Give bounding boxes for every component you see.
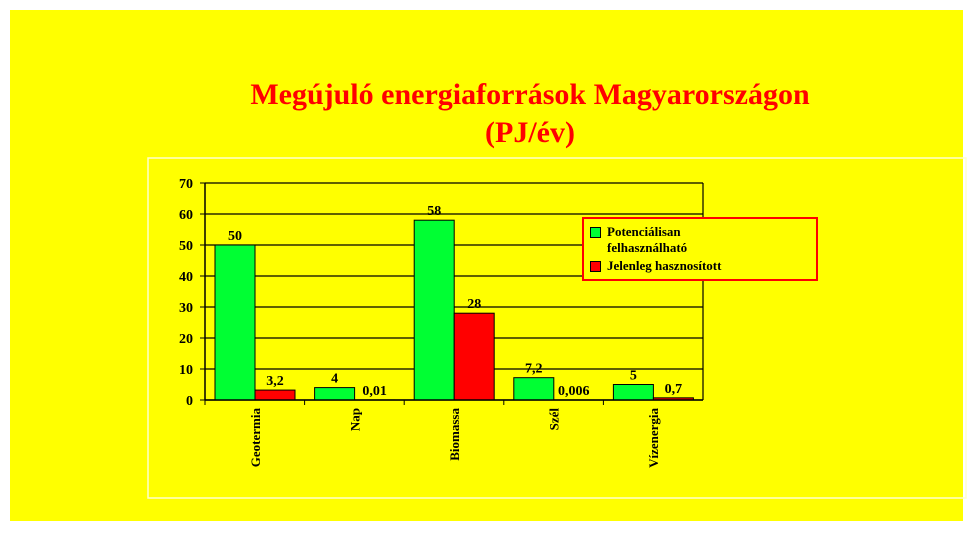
bar	[215, 245, 255, 400]
legend-label: Potenciálisan felhasználható	[607, 224, 757, 256]
legend-item: Potenciálisan felhasználható	[588, 224, 812, 256]
chart-subtitle: (PJ/év)	[485, 116, 575, 149]
bar	[454, 313, 494, 400]
data-label: 58	[427, 204, 441, 219]
bar	[613, 385, 653, 401]
x-tick-label: Nap	[347, 408, 362, 431]
y-tick-label: 0	[186, 394, 193, 409]
legend-label: Jelenleg hasznosított	[607, 258, 721, 274]
bar	[255, 390, 295, 400]
y-tick-label: 50	[179, 239, 193, 254]
data-label: 7,2	[525, 362, 543, 377]
y-tick-label: 60	[179, 208, 193, 223]
x-tick-label: Szél	[547, 408, 562, 431]
y-tick-label: 30	[179, 301, 193, 316]
bar	[315, 388, 355, 400]
data-label: 3,2	[266, 374, 284, 389]
legend-swatch	[590, 261, 601, 272]
bar	[414, 220, 454, 400]
bar	[514, 378, 554, 400]
x-tick-label: Geotermia	[248, 408, 263, 468]
y-tick-label: 20	[179, 332, 193, 347]
y-tick-label: 10	[179, 363, 193, 378]
x-tick-label: Biomassa	[447, 408, 462, 461]
y-tick-label: 40	[179, 270, 193, 285]
data-label: 5	[630, 369, 637, 384]
data-label: 0,7	[665, 382, 683, 397]
chart-title: Megújuló energiaforrások Magyarországon	[250, 78, 810, 111]
data-label: 0,006	[558, 384, 590, 399]
data-label: 0,01	[362, 384, 387, 399]
legend-item: Jelenleg hasznosított	[588, 258, 812, 274]
data-label: 50	[228, 229, 242, 244]
legend: Potenciálisan felhasználható Jelenleg has…	[582, 217, 818, 281]
data-label: 28	[467, 297, 481, 312]
x-tick-label: Vízenergia	[646, 408, 661, 468]
y-tick-label: 70	[179, 177, 193, 192]
legend-swatch	[590, 227, 601, 238]
data-label: 4	[331, 372, 338, 387]
